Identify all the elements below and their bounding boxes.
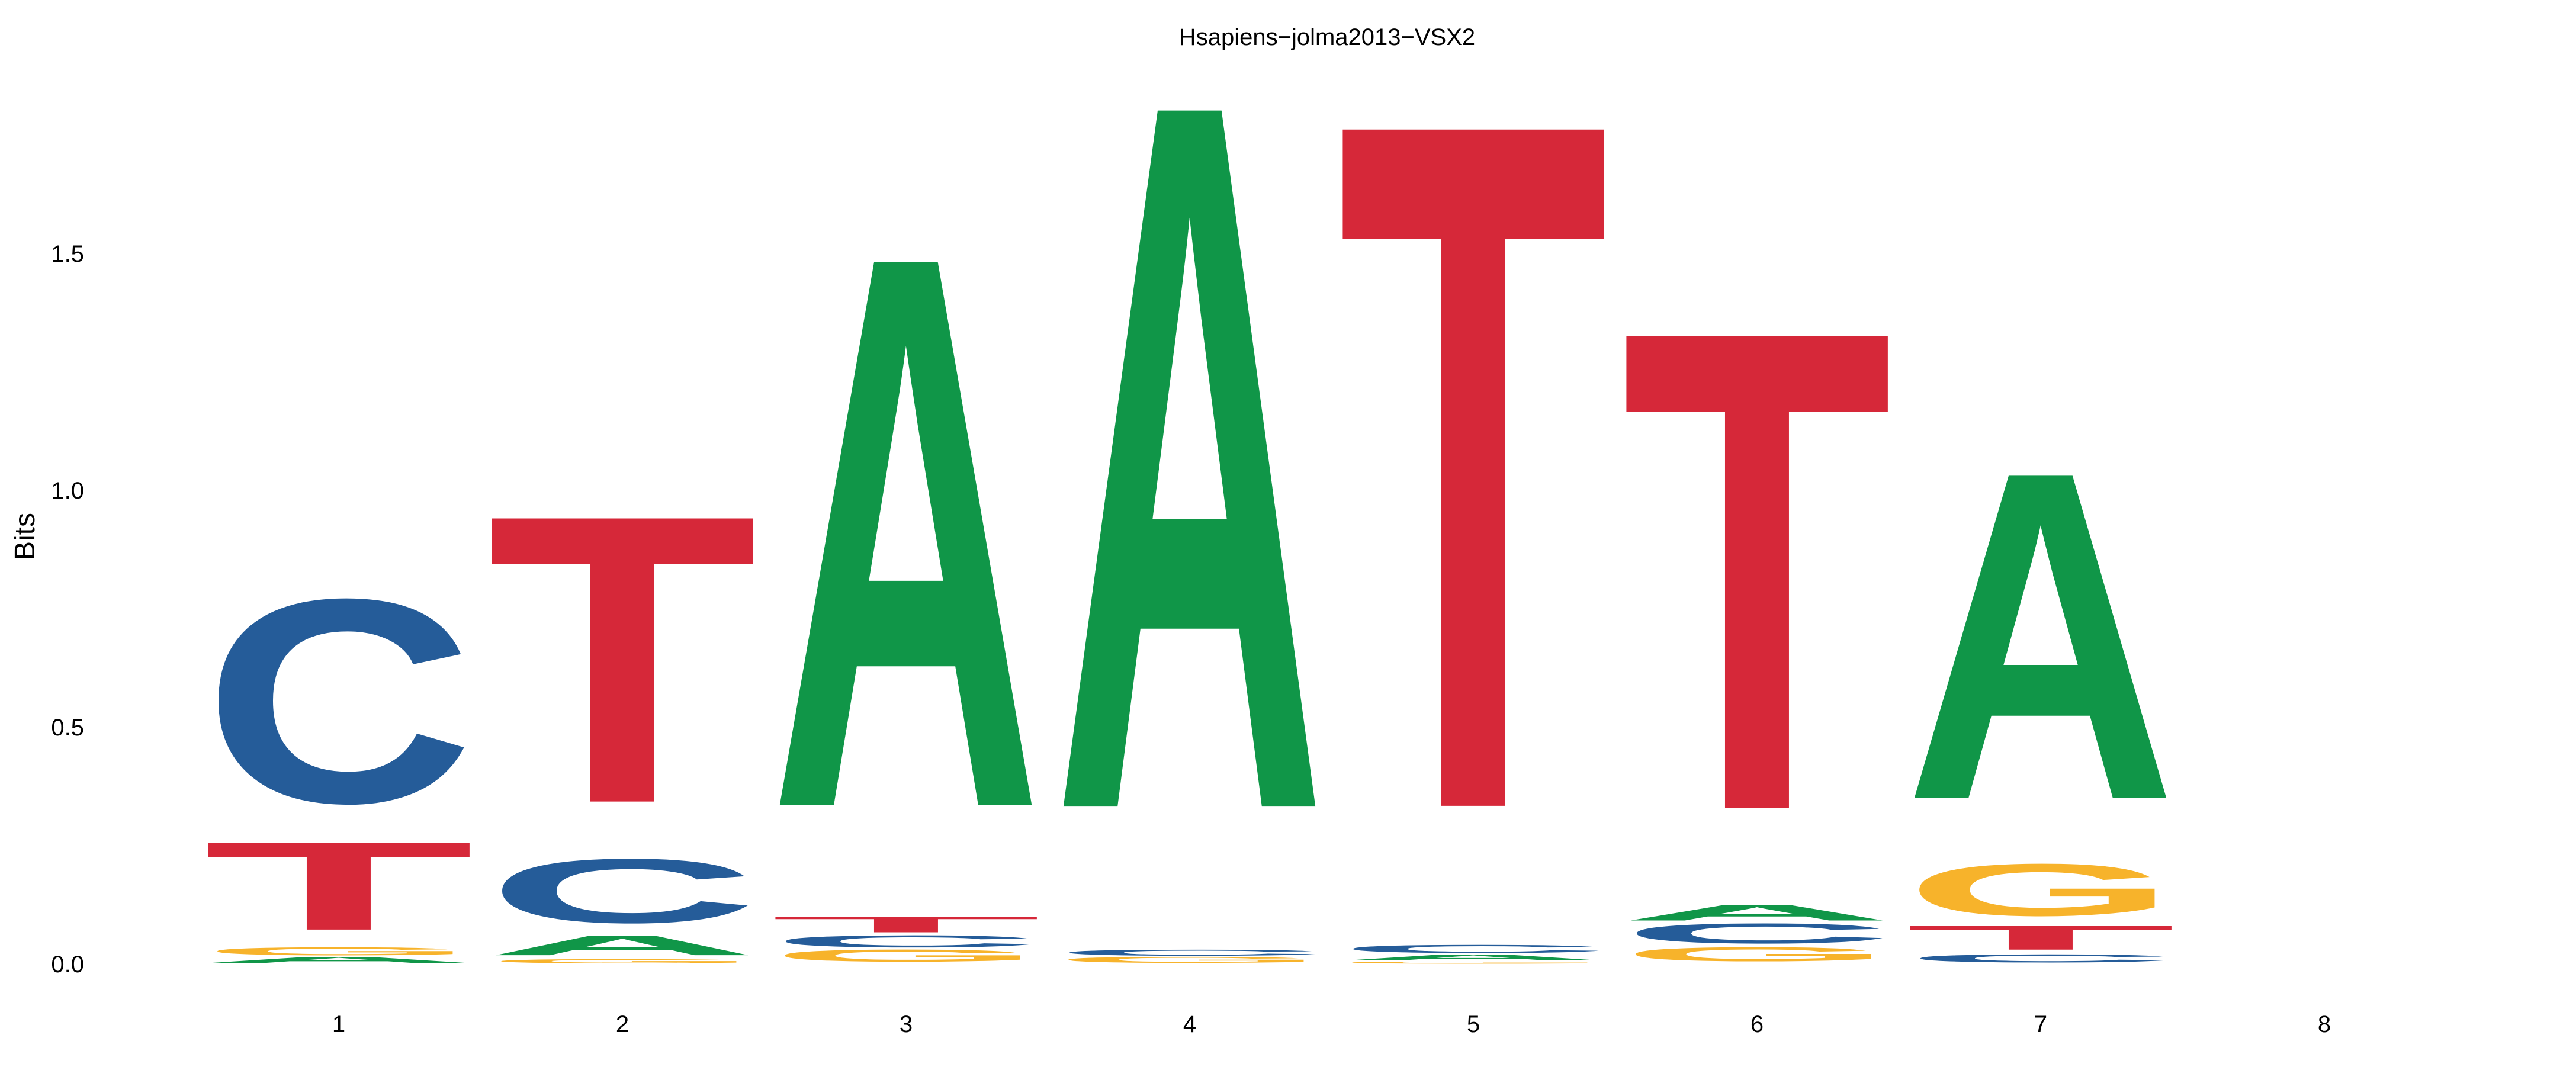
- logo-letter-A: A: [203, 955, 474, 965]
- logo-letter-G: G: [487, 958, 758, 965]
- logo-letter-T: T: [487, 430, 758, 889]
- logo-letter-C: C: [1054, 948, 1325, 957]
- logo-letter-G: G: [1054, 955, 1325, 965]
- logo-letter-C: C: [1338, 943, 1609, 956]
- x-tick-label: 8: [2318, 1011, 2331, 1037]
- logo-letter-A: A: [1054, 0, 1325, 1021]
- logo-letter-A: A: [1621, 900, 1893, 925]
- x-tick-label: 4: [1183, 1011, 1196, 1037]
- logo-letter-T: T: [1338, 0, 1609, 1014]
- y-tick-label: 1.0: [51, 478, 84, 504]
- logo-letter-G: G: [1621, 943, 1893, 966]
- y-tick-label: 0.5: [51, 715, 84, 741]
- logo-letter-C: C: [770, 932, 1042, 951]
- chart-title: Hsapiens−jolma2013−VSX2: [1179, 24, 1475, 50]
- x-tick-label: 3: [900, 1011, 913, 1037]
- logo-letter-T: T: [1621, 187, 1893, 953]
- logo-letter-C: C: [203, 538, 474, 864]
- y-axis-ticks: 0.0 0.5 1.0 1.5: [51, 241, 84, 978]
- logo-letter-A: A: [1905, 374, 2176, 898]
- y-axis-label: Bits: [9, 513, 41, 560]
- logo-letter-G: G: [203, 945, 474, 958]
- y-tick-label: 1.5: [51, 241, 84, 267]
- logo-letter-A: A: [487, 930, 758, 962]
- logo-letter-T: T: [1905, 918, 2176, 957]
- logo-letter-G: G: [1338, 961, 1609, 964]
- logo-letter-C: C: [1905, 952, 2176, 965]
- x-tick-label: 7: [2034, 1011, 2047, 1037]
- x-tick-label: 5: [1467, 1011, 1480, 1037]
- logo-letter-A: A: [1338, 953, 1609, 962]
- x-axis-ticks: 1 2 3 4 5 6 7 8: [332, 1011, 2331, 1037]
- logo-letter-C: C: [1621, 918, 1893, 950]
- logo-letter-T: T: [203, 816, 474, 956]
- logo-letter-T: T: [770, 912, 1042, 937]
- logo-letter-G: G: [1905, 849, 2176, 931]
- logo-letter-G: G: [770, 946, 1042, 965]
- x-tick-label: 2: [616, 1011, 629, 1037]
- logo-letter-C: C: [487, 840, 758, 942]
- x-tick-label: 1: [332, 1011, 345, 1037]
- x-tick-label: 6: [1750, 1011, 1764, 1037]
- logo-letter-A: A: [770, 92, 1042, 973]
- y-tick-label: 0.0: [51, 952, 84, 978]
